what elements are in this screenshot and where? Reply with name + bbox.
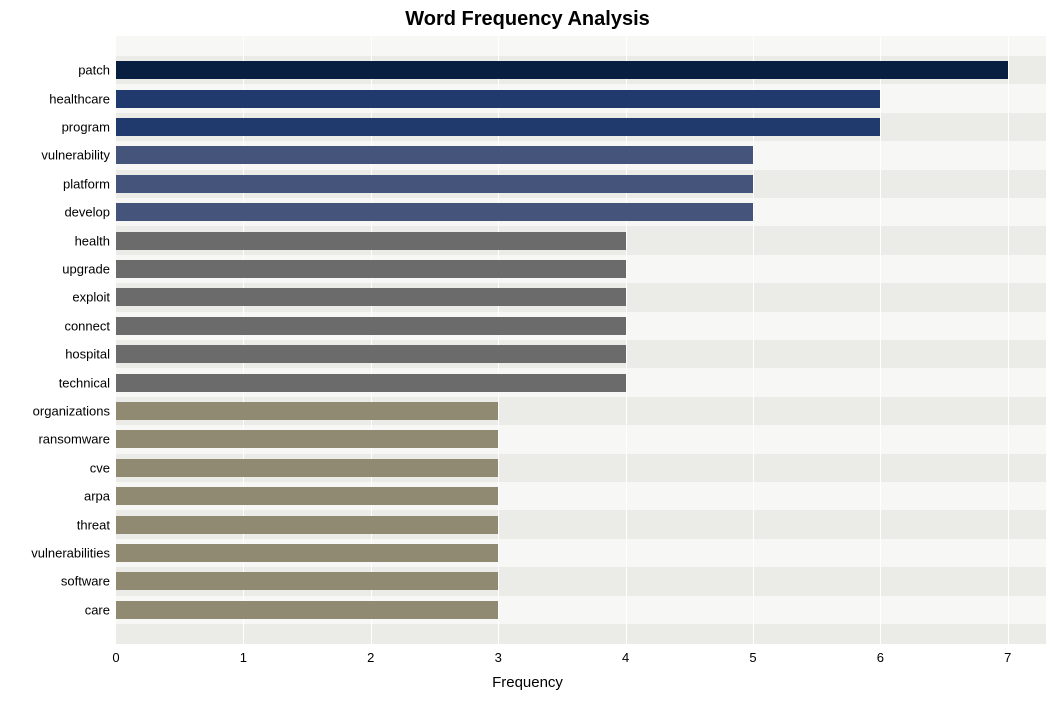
y-tick-label: technical — [59, 375, 110, 390]
y-tick-label: develop — [64, 205, 110, 220]
y-tick-label: arpa — [84, 489, 110, 504]
bar — [116, 572, 498, 590]
x-gridline — [880, 36, 881, 644]
x-tick-label: 7 — [1004, 650, 1011, 665]
y-tick-label: vulnerabilities — [31, 546, 110, 561]
bar — [116, 516, 498, 534]
chart-container: Word Frequency Analysis Frequency 0 1 2 3 4 5… — [0, 0, 1055, 701]
y-tick-label: ransomware — [38, 432, 110, 447]
y-tick-label: upgrade — [62, 262, 110, 277]
bar — [116, 402, 498, 420]
bar — [116, 288, 626, 306]
x-tick-label: 0 — [112, 650, 119, 665]
x-axis-label: Frequency — [0, 674, 1055, 691]
bar — [116, 487, 498, 505]
bar — [116, 459, 498, 477]
bar — [116, 601, 498, 619]
y-tick-label: platform — [63, 176, 110, 191]
y-tick-label: program — [62, 120, 110, 135]
bar — [116, 90, 880, 108]
x-tick-label: 5 — [749, 650, 756, 665]
plot-area — [116, 36, 1046, 644]
y-tick-label: organizations — [33, 404, 110, 419]
bar — [116, 232, 626, 250]
y-tick-label: software — [61, 574, 110, 589]
y-tick-label: hospital — [65, 347, 110, 362]
bar — [116, 544, 498, 562]
x-tick-label: 2 — [367, 650, 374, 665]
x-gridline — [1008, 36, 1009, 644]
x-tick-label: 6 — [877, 650, 884, 665]
bar — [116, 430, 498, 448]
bar — [116, 118, 880, 136]
row-band — [116, 624, 1046, 644]
y-tick-label: threat — [77, 517, 110, 532]
chart-title: Word Frequency Analysis — [0, 8, 1055, 31]
row-band — [116, 36, 1046, 56]
bar — [116, 345, 626, 363]
y-tick-label: care — [85, 602, 110, 617]
y-tick-label: vulnerability — [41, 148, 110, 163]
bar — [116, 317, 626, 335]
x-tick-label: 3 — [495, 650, 502, 665]
y-tick-label: connect — [64, 318, 110, 333]
x-tick-label: 4 — [622, 650, 629, 665]
bar — [116, 260, 626, 278]
bar — [116, 175, 753, 193]
bar — [116, 203, 753, 221]
bar — [116, 61, 1008, 79]
y-tick-label: cve — [90, 460, 110, 475]
bar — [116, 374, 626, 392]
y-tick-label: exploit — [72, 290, 110, 305]
x-tick-label: 1 — [240, 650, 247, 665]
y-tick-label: patch — [78, 63, 110, 78]
y-tick-label: health — [75, 233, 110, 248]
bar — [116, 146, 753, 164]
y-tick-label: healthcare — [49, 91, 110, 106]
